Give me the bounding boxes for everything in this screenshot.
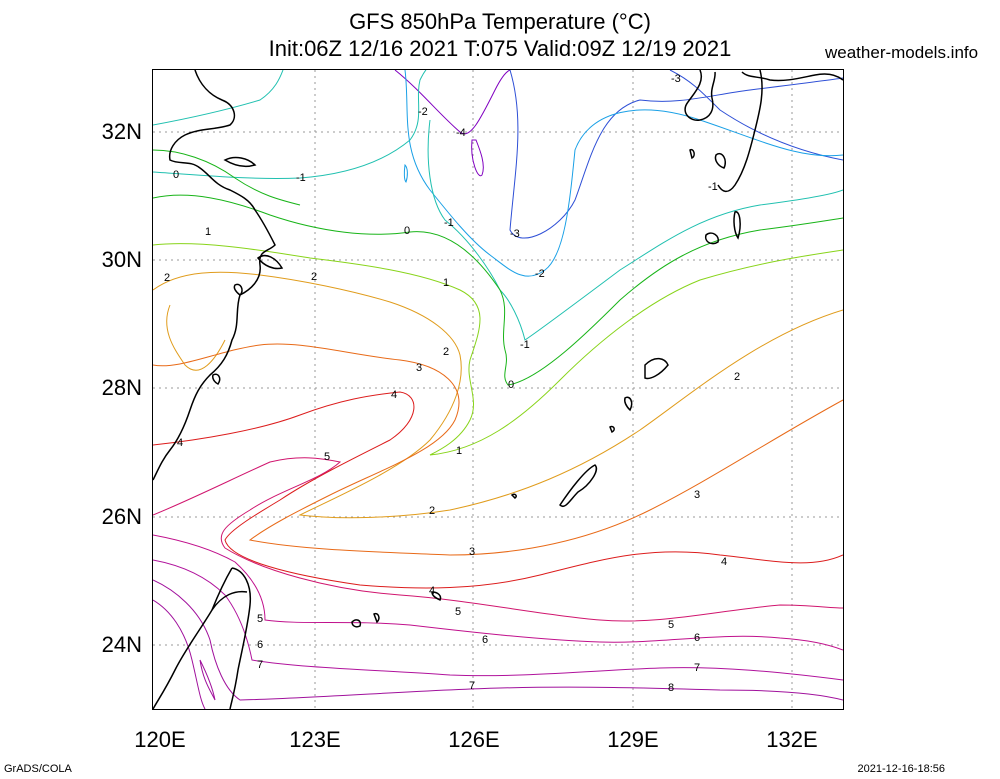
footer-software: GrADS/COLA bbox=[4, 763, 72, 775]
contour-label: 2 bbox=[429, 505, 435, 517]
contour-line bbox=[153, 579, 843, 701]
contour-label: 3 bbox=[694, 489, 700, 501]
contour-label: 5 bbox=[455, 606, 461, 618]
contour-line bbox=[153, 559, 843, 681]
y-tick-label: 30N bbox=[101, 247, 142, 272]
y-tick-label: 26N bbox=[101, 504, 142, 529]
contour-label: 4 bbox=[721, 556, 727, 568]
y-tick-label: 28N bbox=[101, 375, 142, 400]
contour-line bbox=[153, 149, 301, 206]
contour-label: -1 bbox=[520, 339, 530, 351]
contour-line bbox=[669, 70, 843, 161]
contour-line bbox=[153, 534, 843, 651]
contour-label: -3 bbox=[510, 228, 520, 240]
contour-label: 1 bbox=[443, 277, 449, 289]
footer-timestamp: 2021-12-16-18:56 bbox=[857, 763, 945, 775]
contour-label: 2 bbox=[311, 271, 317, 283]
contour-label: -2 bbox=[535, 268, 545, 280]
y-tick-label: 32N bbox=[101, 119, 142, 144]
contour-label: 0 bbox=[404, 225, 410, 237]
contour-label: 2 bbox=[164, 272, 170, 284]
contour-line bbox=[153, 70, 427, 179]
map-subtitle: Init:06Z 12/16 2021 T:075 Valid:09Z 12/1… bbox=[268, 36, 732, 61]
contour-label: 3 bbox=[469, 546, 475, 558]
contour-line bbox=[166, 304, 226, 371]
contour-label: 1 bbox=[456, 445, 462, 457]
contour-labels: -4 -3 -3 -2 -2 -1 -1 -1 -1 0 0 0 1 1 1 2… bbox=[164, 73, 740, 694]
contour-label: -2 bbox=[418, 106, 428, 118]
contour-label: 4 bbox=[177, 437, 183, 449]
contour-label: 4 bbox=[391, 389, 397, 401]
contour-label: 6 bbox=[694, 632, 700, 644]
contour-line bbox=[394, 70, 511, 135]
x-tick-label: 120E bbox=[134, 727, 186, 752]
contour-label: 0 bbox=[508, 379, 514, 391]
contour-label: -1 bbox=[296, 172, 306, 184]
contour-label: 3 bbox=[416, 362, 422, 374]
site-name: weather-models.info bbox=[825, 43, 979, 62]
contour-line bbox=[153, 70, 284, 126]
contour-label: 2 bbox=[734, 371, 740, 383]
contour-label: 0 bbox=[173, 169, 179, 181]
contour-line bbox=[153, 599, 206, 709]
x-tick-label: 123E bbox=[289, 727, 341, 752]
contour-line bbox=[153, 457, 843, 622]
x-tick-label: 132E bbox=[766, 727, 818, 752]
contour-label: 4 bbox=[429, 585, 435, 597]
grid-lines bbox=[153, 70, 843, 709]
coastline bbox=[153, 70, 843, 709]
contour-label: 6 bbox=[257, 639, 263, 651]
map-frame bbox=[152, 69, 844, 710]
contour-label: 7 bbox=[469, 680, 475, 692]
contour-line bbox=[427, 119, 843, 341]
contour-label: 7 bbox=[257, 659, 263, 671]
contour-line bbox=[153, 243, 843, 456]
contour-line bbox=[403, 163, 408, 183]
contour-label: -1 bbox=[444, 217, 454, 229]
contour-label: 8 bbox=[668, 682, 674, 694]
contour-label: 2 bbox=[443, 346, 449, 358]
contour-label: 5 bbox=[324, 451, 330, 463]
contour-line bbox=[404, 70, 843, 277]
y-tick-label: 24N bbox=[101, 632, 142, 657]
contour-line bbox=[471, 139, 484, 177]
contour-label: 5 bbox=[257, 613, 263, 625]
contour-line bbox=[153, 343, 843, 556]
contour-label: -1 bbox=[708, 181, 718, 193]
contour-line bbox=[509, 70, 843, 239]
contour-label: 1 bbox=[205, 226, 211, 238]
contour-line bbox=[153, 391, 843, 589]
contour-label: 7 bbox=[694, 662, 700, 674]
map-title: GFS 850hPa Temperature (°C) bbox=[349, 9, 651, 34]
x-tick-label: 126E bbox=[448, 727, 500, 752]
contour-line bbox=[199, 659, 216, 701]
contour-label: -4 bbox=[456, 127, 466, 139]
x-tick-label: 129E bbox=[607, 727, 659, 752]
contour-label: 6 bbox=[482, 634, 488, 646]
contour-line bbox=[153, 194, 843, 386]
contour-label: -3 bbox=[671, 73, 681, 85]
contour-line bbox=[153, 271, 843, 519]
contour-label: 5 bbox=[668, 619, 674, 631]
